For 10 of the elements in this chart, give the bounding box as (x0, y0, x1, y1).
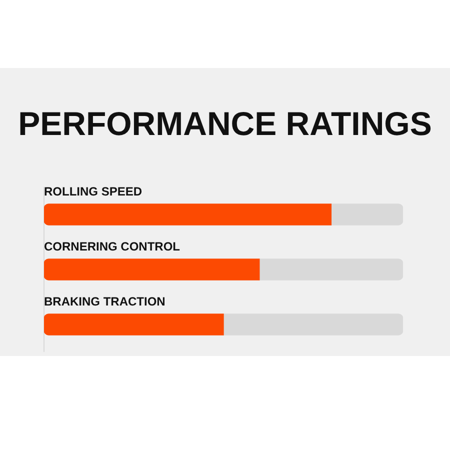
bar (330, 204, 403, 226)
y-tick-label: CORNERING CONTROL (44, 239, 180, 254)
bar (259, 258, 403, 280)
bar (44, 314, 224, 336)
chart-title: PERFORMANCE RATINGS (17, 105, 433, 143)
bar (44, 258, 260, 280)
y-tick-label: BRAKING TRACTION (44, 294, 166, 308)
bar (223, 314, 403, 336)
bar (44, 204, 332, 226)
y-tick-label: ROLLING SPEED (44, 184, 142, 198)
